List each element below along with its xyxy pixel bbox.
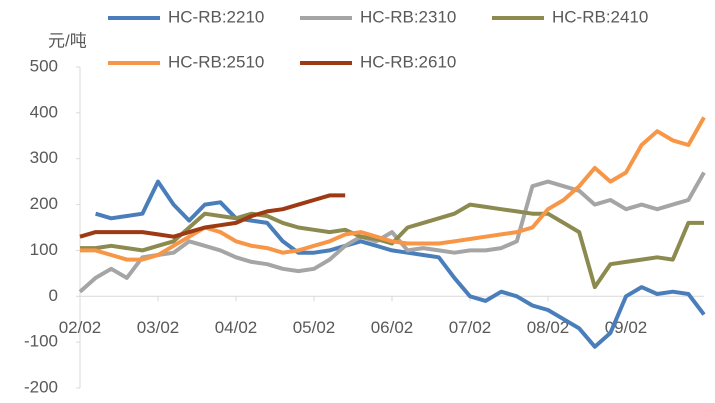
y-tick-label: 0 <box>49 286 58 305</box>
x-tick-label: 05/02 <box>293 318 336 337</box>
x-tick-label: 03/02 <box>137 318 180 337</box>
legend-label: HC-RB:2510 <box>168 52 264 71</box>
x-tick-label: 04/02 <box>215 318 258 337</box>
y-tick-label: 300 <box>30 148 58 167</box>
y-tick-label: 100 <box>30 240 58 259</box>
y-tick-label: 400 <box>30 102 58 121</box>
series-line <box>78 171 706 294</box>
y-tick-label: -200 <box>24 377 58 396</box>
x-tick-label: 02/02 <box>59 318 102 337</box>
y-tick-label: -100 <box>24 332 58 351</box>
legend-label: HC-RB:2210 <box>168 7 264 26</box>
series-line <box>95 179 706 349</box>
x-tick-label: 06/02 <box>371 318 414 337</box>
legend-label: HC-RB:2310 <box>360 7 456 26</box>
y-tick-label: 200 <box>30 194 58 213</box>
legend-label: HC-RB:2410 <box>552 7 648 26</box>
series-line <box>80 116 706 262</box>
x-tick-label: 08/02 <box>527 318 570 337</box>
y-axis-label: 元/吨 <box>48 31 87 50</box>
y-tick-label: 500 <box>30 56 58 75</box>
series-line <box>79 193 346 239</box>
x-tick-label: 07/02 <box>449 318 492 337</box>
legend-label: HC-RB:2610 <box>360 52 456 71</box>
